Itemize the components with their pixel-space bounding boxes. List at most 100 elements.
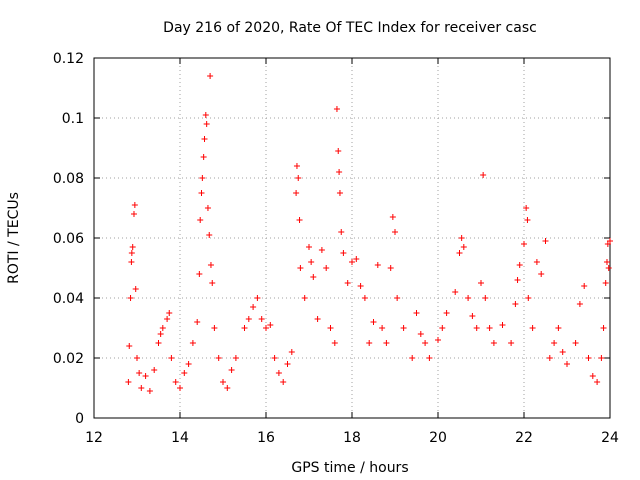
data-point <box>232 355 239 361</box>
data-point <box>181 370 188 376</box>
data-point <box>564 361 570 367</box>
data-point <box>128 259 135 265</box>
data-point <box>132 286 139 292</box>
data-point <box>490 340 497 346</box>
data-point <box>602 280 609 286</box>
data-point <box>202 112 209 118</box>
data-point <box>189 340 196 346</box>
data-point <box>275 370 282 376</box>
data-point <box>514 277 521 283</box>
data-point <box>524 217 531 223</box>
data-point <box>211 325 218 331</box>
data-point <box>297 265 304 271</box>
data-point <box>288 349 295 355</box>
data-point <box>308 259 315 265</box>
data-point <box>379 325 386 331</box>
data-point <box>168 355 175 361</box>
data-point <box>310 274 317 280</box>
data-point <box>333 106 340 112</box>
x-tick-label: 18 <box>343 430 361 446</box>
data-point <box>128 250 135 256</box>
data-point <box>318 247 325 253</box>
data-point <box>335 148 342 154</box>
data-point <box>125 379 132 385</box>
data-point <box>136 370 143 376</box>
data-point <box>207 73 214 79</box>
data-point <box>177 385 183 391</box>
data-point <box>198 190 205 196</box>
data-point <box>280 379 287 385</box>
data-point <box>209 280 216 286</box>
data-point <box>435 337 441 343</box>
x-tick-label: 24 <box>601 430 619 446</box>
data-point <box>228 367 235 373</box>
data-point <box>353 256 360 262</box>
data-point <box>581 283 588 289</box>
y-tick-label: 0.12 <box>53 51 84 67</box>
data-point <box>400 325 407 331</box>
data-point <box>204 205 211 211</box>
data-point <box>130 211 137 217</box>
data-point <box>306 244 312 250</box>
data-point <box>327 325 334 331</box>
data-point <box>271 355 278 361</box>
data-point <box>127 295 134 301</box>
data-point <box>172 379 179 385</box>
data-point <box>417 331 424 337</box>
data-points <box>125 73 613 394</box>
data-point <box>245 316 252 322</box>
data-point <box>267 322 274 328</box>
data-point <box>392 229 398 235</box>
data-point <box>349 259 355 265</box>
data-point <box>512 301 519 307</box>
data-point <box>331 340 338 346</box>
data-point <box>422 340 429 346</box>
data-point <box>258 316 265 322</box>
data-point <box>389 214 396 220</box>
data-point <box>394 295 401 301</box>
data-point <box>572 340 579 346</box>
y-tick-label: 0.08 <box>53 171 84 187</box>
data-point <box>126 343 133 349</box>
data-point <box>254 295 261 301</box>
x-tick-label: 20 <box>429 430 447 446</box>
data-point <box>293 163 300 169</box>
data-point <box>383 340 390 346</box>
data-point <box>516 262 523 268</box>
data-point <box>374 262 381 268</box>
data-point <box>151 367 158 373</box>
data-point <box>529 325 536 331</box>
data-point <box>542 238 549 244</box>
x-tick-label: 14 <box>171 430 189 446</box>
data-point <box>439 325 446 331</box>
data-point <box>546 355 553 361</box>
data-point <box>589 373 596 379</box>
data-point <box>131 202 138 208</box>
y-tick-label: 0.1 <box>62 111 84 127</box>
data-point <box>224 385 231 391</box>
data-point <box>480 172 487 178</box>
y-axis-label: ROTI / TECUs <box>6 192 22 284</box>
x-tick-label: 22 <box>515 430 533 446</box>
data-point <box>576 301 583 307</box>
data-point <box>551 340 558 346</box>
data-point <box>194 319 201 325</box>
data-point <box>603 259 610 265</box>
x-tick-label: 16 <box>257 430 275 446</box>
data-point <box>134 355 140 361</box>
data-point <box>452 289 459 295</box>
data-point <box>585 355 592 361</box>
data-point <box>293 190 300 196</box>
data-point <box>200 154 207 160</box>
data-point <box>486 325 493 331</box>
data-point <box>296 217 303 223</box>
chart-title: Day 216 of 2020, Rate Of TEC Index for r… <box>163 20 537 36</box>
data-point <box>478 280 484 286</box>
data-point <box>338 229 345 235</box>
data-point <box>443 310 450 316</box>
data-point <box>203 121 210 127</box>
data-point <box>185 361 192 367</box>
data-point <box>361 295 368 301</box>
data-point <box>469 313 476 319</box>
